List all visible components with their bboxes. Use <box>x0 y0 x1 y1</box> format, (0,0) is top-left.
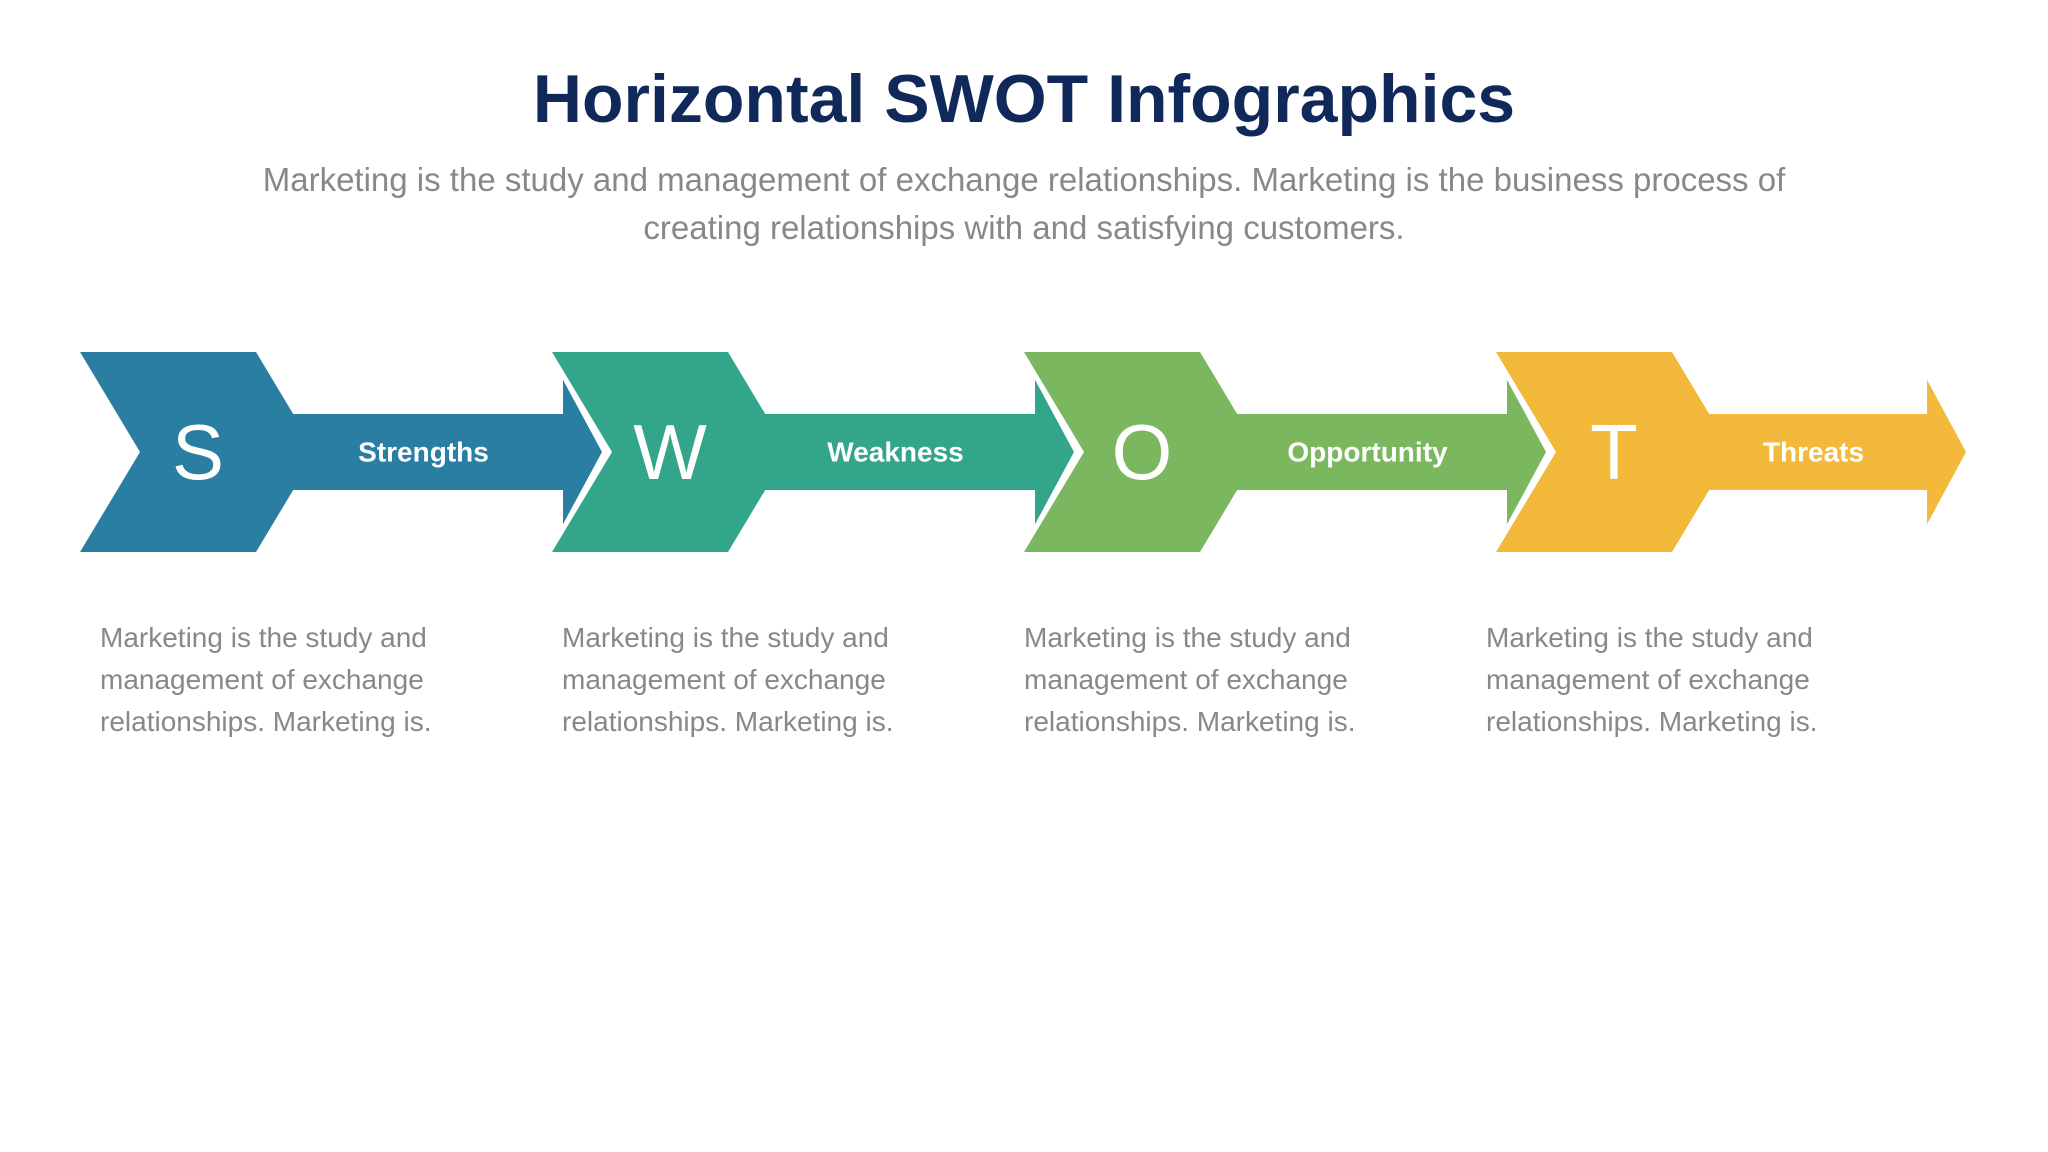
swot-letter-w: W <box>633 408 707 496</box>
swot-description-s: Marketing is the study and management of… <box>100 617 562 743</box>
swot-arrows-svg: S Strengths W Weakness O Opportunity T Threats <box>80 352 1968 552</box>
swot-description-t: Marketing is the study and management of… <box>1486 617 1948 743</box>
swot-label-s: Strengths <box>358 436 489 467</box>
swot-label-o: Opportunity <box>1287 436 1448 467</box>
infographic-container: Horizontal SWOT Infographics Marketing i… <box>0 0 2048 1152</box>
swot-label-w: Weakness <box>827 436 963 467</box>
swot-description-w: Marketing is the study and management of… <box>562 617 1024 743</box>
swot-letter-t: T <box>1590 408 1638 496</box>
swot-description-o: Marketing is the study and management of… <box>1024 617 1486 743</box>
swot-letter-s: S <box>172 408 224 496</box>
swot-letter-o: O <box>1112 408 1173 496</box>
descriptions-row: Marketing is the study and management of… <box>80 617 1968 743</box>
page-title: Horizontal SWOT Infographics <box>80 60 1968 138</box>
swot-arrows-row: S Strengths W Weakness O Opportunity T Threats <box>80 352 1968 552</box>
page-subtitle: Marketing is the study and management of… <box>224 156 1824 252</box>
swot-label-t: Threats <box>1763 436 1864 467</box>
